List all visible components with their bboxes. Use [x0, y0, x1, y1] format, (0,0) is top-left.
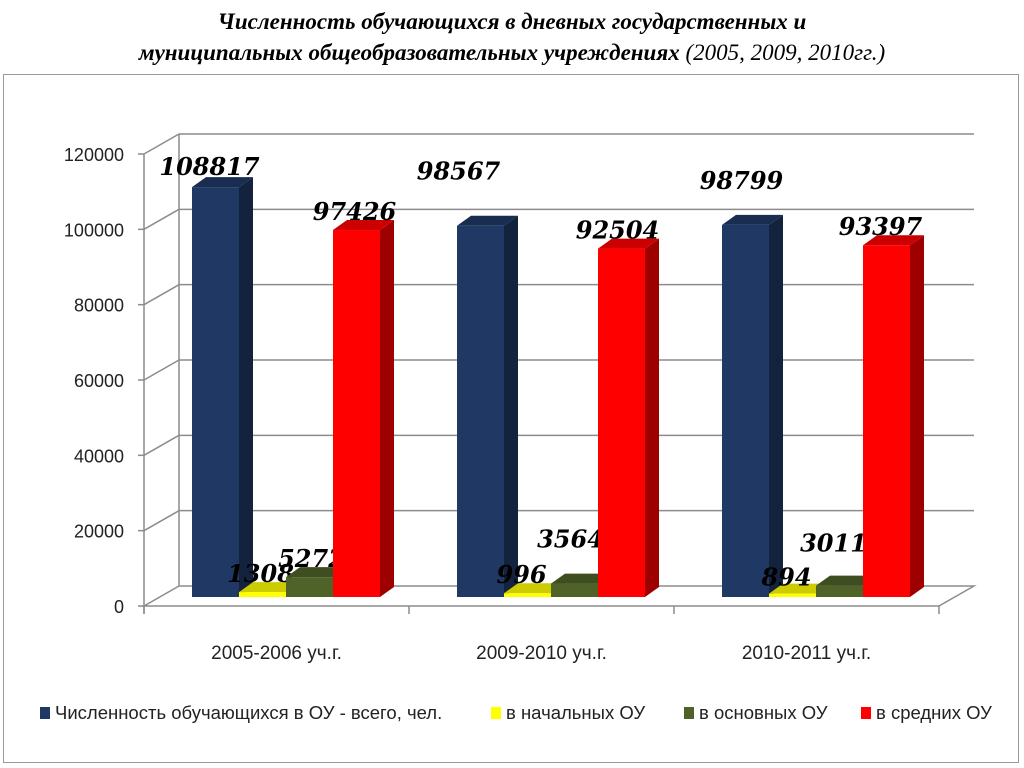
y-tick-label: 100000	[64, 220, 124, 240]
x-category-label: 2010-2011 уч.г.	[742, 643, 871, 664]
bar-side	[910, 235, 924, 597]
legend-swatch	[491, 707, 501, 719]
bar	[504, 593, 551, 597]
data-label: 996	[496, 560, 546, 589]
y-tick-label: 60000	[74, 371, 124, 391]
legend-swatch	[861, 707, 871, 719]
data-label: 92504	[576, 216, 660, 245]
bar-top	[598, 238, 659, 249]
bar-side	[239, 177, 253, 598]
chart-title-main: муниципальных общеобразовательных учрежд…	[138, 40, 680, 65]
y-tick-label: 120000	[64, 145, 124, 165]
data-label: 98567	[417, 157, 501, 186]
bar	[769, 593, 816, 597]
bar-side	[769, 214, 783, 597]
bar-top	[286, 567, 347, 578]
x-category-label: 2005-2006 уч.г.	[211, 643, 342, 664]
bar-side	[504, 215, 518, 598]
data-label: 3564	[537, 525, 604, 554]
bar-chart: 0 20000 40000 60000 80000 100000 120000 108817 1…	[40, 133, 992, 723]
legend-label: в средних ОУ	[876, 702, 992, 723]
gridline-depth	[143, 284, 180, 306]
bar	[333, 230, 380, 597]
bar-top	[504, 583, 565, 594]
bar-top	[722, 214, 783, 225]
bar	[722, 224, 769, 597]
bar	[457, 225, 504, 598]
bar-top	[769, 583, 830, 594]
bar	[863, 245, 910, 597]
gridline-depth	[143, 434, 180, 456]
data-label: 97426	[313, 197, 397, 226]
data-label: 98799	[700, 166, 784, 195]
bar-top	[333, 220, 394, 231]
legend-label: Численность обучающихся в ОУ - всего, че…	[55, 702, 442, 723]
legend-swatch	[684, 707, 694, 719]
bar	[598, 248, 645, 597]
bar-top	[551, 573, 612, 584]
gridline-depth	[143, 359, 180, 381]
bar	[551, 583, 598, 597]
bar	[286, 577, 333, 597]
bar-top	[239, 582, 300, 593]
legend-label: в начальных ОУ	[506, 702, 645, 723]
data-label: 93397	[839, 212, 923, 241]
x-category-label: 2009-2010 уч.г.	[476, 643, 607, 664]
data-label: 894	[760, 563, 811, 592]
y-tick-label: 20000	[74, 522, 124, 542]
chart-title-line-1: Численность обучающихся в дневных госуда…	[217, 9, 807, 34]
bar-top	[192, 177, 253, 188]
bar-top	[457, 215, 518, 226]
gridline-depth	[143, 133, 180, 155]
chart-area: 0 20000 40000 60000 80000 100000 120000 108817 1…	[3, 74, 1019, 763]
chart-title-line-2: муниципальных общеобразовательных учрежд…	[0, 37, 1024, 68]
bar-side	[380, 220, 394, 597]
gridline-depth	[143, 208, 180, 230]
chart-title: Численность обучающихся в дневных госуда…	[0, 6, 1024, 68]
bar-top	[863, 235, 924, 246]
y-tick-label: 80000	[74, 296, 124, 316]
bar	[239, 592, 286, 597]
chart-title-years: (2005, 2009, 2010гг.)	[685, 40, 886, 65]
data-label: 3011	[800, 529, 867, 558]
y-tick-label: 0	[114, 597, 124, 617]
bar	[816, 585, 863, 597]
bar	[192, 187, 239, 598]
legend-swatch	[40, 707, 50, 719]
data-label: 1308	[227, 559, 294, 588]
legend-label: в основных ОУ	[699, 702, 828, 723]
y-tick-label: 40000	[74, 446, 124, 466]
bar-side	[645, 238, 659, 597]
gridline-depth	[143, 510, 180, 532]
bar-top	[816, 575, 877, 586]
data-label: 108817	[159, 152, 259, 181]
